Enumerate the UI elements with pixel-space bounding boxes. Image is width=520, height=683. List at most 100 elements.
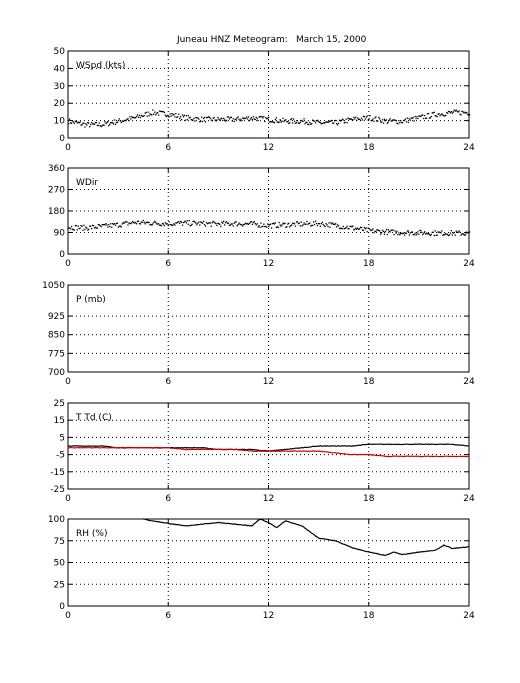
data-point	[101, 223, 103, 226]
data-point	[291, 222, 294, 224]
data-point	[75, 224, 77, 227]
data-point	[136, 114, 139, 116]
data-point	[444, 115, 446, 117]
data-point	[79, 121, 81, 123]
data-point	[358, 118, 361, 120]
data-point	[238, 222, 240, 224]
data-point	[199, 121, 201, 123]
y-tick-label: 270	[48, 186, 65, 196]
data-point	[412, 116, 414, 119]
data-point	[381, 229, 384, 232]
data-point	[280, 225, 282, 227]
data-point	[350, 118, 352, 120]
data-point	[409, 119, 411, 121]
data-point	[117, 226, 120, 228]
data-point	[447, 110, 450, 113]
data-point	[421, 231, 423, 234]
data-point	[112, 123, 115, 125]
data-point	[357, 118, 360, 120]
data-point	[391, 229, 393, 231]
data-point	[426, 233, 429, 235]
x-tick-label: 18	[363, 259, 375, 269]
panel-label-temp: T Td (C)	[75, 413, 112, 423]
data-point	[163, 111, 166, 114]
data-point	[461, 233, 463, 235]
data-point	[354, 228, 356, 231]
data-point	[215, 222, 217, 225]
data-point	[124, 221, 126, 223]
data-point	[354, 118, 356, 120]
data-point	[151, 114, 153, 116]
data-point	[248, 119, 251, 122]
data-point	[68, 123, 70, 125]
data-point	[225, 220, 228, 223]
data-point	[128, 222, 130, 224]
data-point	[256, 117, 258, 120]
data-point	[452, 111, 455, 113]
data-point	[443, 115, 445, 117]
data-point	[214, 119, 216, 121]
data-point	[423, 117, 425, 120]
data-point	[349, 118, 351, 121]
data-point	[131, 115, 133, 118]
data-point	[196, 224, 198, 226]
data-point	[73, 229, 76, 231]
data-point	[408, 118, 411, 120]
data-point	[87, 121, 89, 124]
y-tick-label: 25	[54, 580, 65, 590]
data-point	[193, 220, 195, 222]
data-point	[311, 122, 313, 125]
data-point	[236, 117, 238, 119]
data-point	[329, 226, 331, 228]
data-point	[166, 223, 168, 225]
data-point	[340, 227, 343, 230]
data-point	[434, 230, 436, 232]
data-point	[333, 122, 335, 124]
data-point	[399, 122, 401, 124]
data-point	[464, 111, 466, 113]
data-point	[319, 225, 322, 227]
data-point	[119, 225, 121, 227]
data-point	[325, 121, 327, 123]
data-point	[330, 222, 332, 224]
data-point	[213, 221, 215, 223]
y-tick-label: 0	[59, 250, 65, 260]
data-point	[390, 120, 392, 122]
data-point	[268, 225, 270, 228]
data-point	[268, 116, 270, 119]
data-point	[251, 118, 254, 120]
data-point	[378, 229, 380, 232]
data-point	[335, 223, 337, 225]
data-point	[95, 227, 98, 229]
data-point	[355, 116, 357, 118]
data-point	[164, 222, 166, 224]
data-point	[402, 232, 405, 234]
data-point	[379, 118, 381, 120]
data-point	[122, 221, 124, 224]
data-point	[390, 229, 392, 231]
data-point	[259, 226, 261, 228]
data-point	[363, 115, 366, 118]
data-point	[410, 231, 412, 233]
data-point	[224, 221, 227, 224]
data-point	[373, 120, 375, 122]
data-point	[215, 120, 217, 122]
data-point	[258, 225, 260, 227]
data-point	[387, 229, 389, 231]
data-point	[348, 118, 350, 120]
data-point	[104, 121, 106, 123]
data-point	[226, 116, 229, 118]
data-point	[148, 221, 150, 224]
data-point	[270, 121, 273, 123]
data-point	[315, 120, 318, 122]
data-point	[333, 223, 335, 226]
panel-label-wdir: WDir	[76, 178, 98, 188]
data-point	[335, 119, 337, 122]
data-point	[312, 224, 314, 227]
data-point	[408, 234, 411, 236]
data-point	[330, 120, 332, 122]
data-point	[286, 121, 288, 123]
data-point	[170, 115, 172, 117]
data-point	[319, 121, 322, 124]
